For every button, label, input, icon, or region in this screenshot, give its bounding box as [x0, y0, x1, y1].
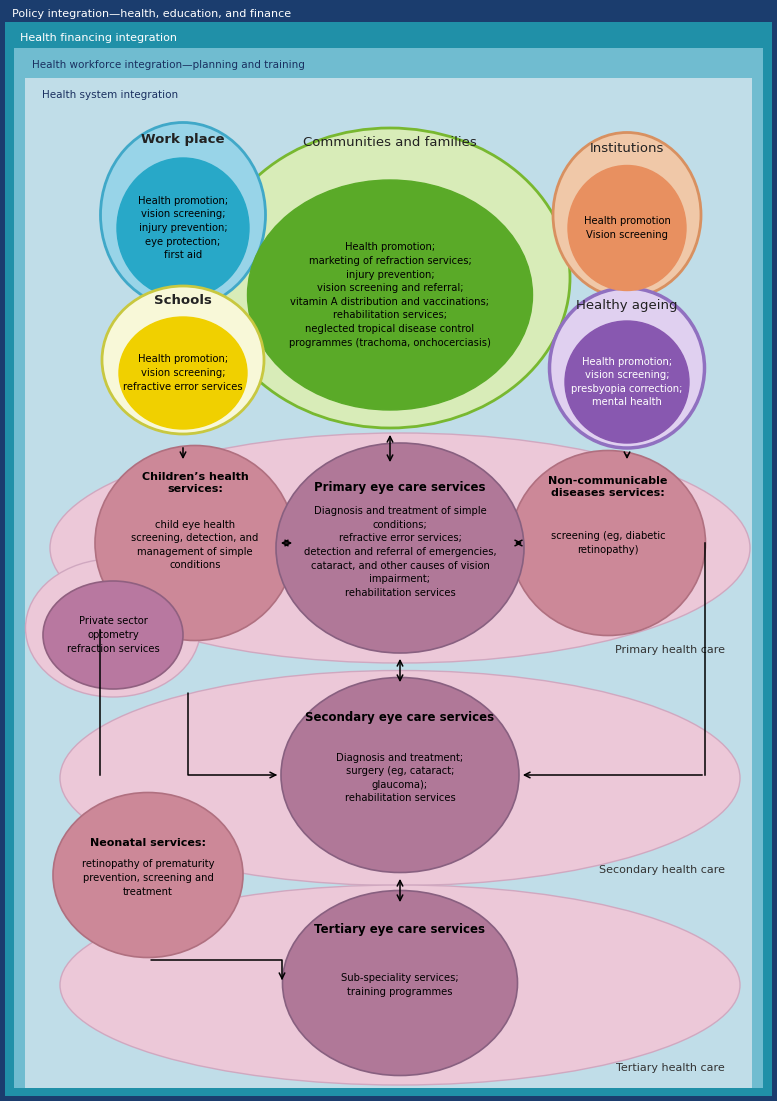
Text: Secondary eye care services: Secondary eye care services — [305, 711, 495, 724]
Text: Tertiary health care: Tertiary health care — [616, 1062, 725, 1073]
Ellipse shape — [60, 671, 740, 885]
Text: Healthy ageing: Healthy ageing — [577, 298, 678, 312]
Ellipse shape — [26, 559, 200, 697]
Ellipse shape — [117, 159, 249, 298]
Text: Private sector
optometry
refraction services: Private sector optometry refraction serv… — [67, 617, 159, 654]
Text: Communities and families: Communities and families — [303, 137, 477, 150]
Text: Primary health care: Primary health care — [615, 645, 725, 655]
Ellipse shape — [510, 450, 706, 635]
Ellipse shape — [95, 446, 295, 641]
Ellipse shape — [553, 132, 701, 297]
Text: Diagnosis and treatment of simple
conditions;
refractive error services;
detecti: Diagnosis and treatment of simple condit… — [304, 506, 497, 598]
Ellipse shape — [549, 288, 705, 448]
Ellipse shape — [210, 128, 570, 428]
Ellipse shape — [50, 433, 750, 663]
Text: Children’s health
services:: Children’s health services: — [141, 472, 249, 494]
FancyBboxPatch shape — [14, 48, 763, 1088]
Ellipse shape — [43, 581, 183, 689]
FancyBboxPatch shape — [25, 78, 752, 1088]
Ellipse shape — [53, 793, 243, 958]
Ellipse shape — [276, 443, 524, 653]
Text: Primary eye care services: Primary eye care services — [314, 480, 486, 493]
Ellipse shape — [60, 885, 740, 1084]
Ellipse shape — [102, 286, 264, 434]
Text: Non-communicable
diseases services:: Non-communicable diseases services: — [549, 477, 667, 498]
Text: Health promotion;
vision screening;
refractive error services: Health promotion; vision screening; refr… — [124, 355, 242, 392]
Text: Health promotion;
marketing of refraction services;
injury prevention;
vision sc: Health promotion; marketing of refractio… — [289, 242, 491, 348]
Ellipse shape — [248, 179, 532, 410]
Text: Tertiary eye care services: Tertiary eye care services — [315, 924, 486, 937]
Ellipse shape — [100, 122, 266, 307]
Text: Health promotion
Vision screening: Health promotion Vision screening — [584, 216, 671, 240]
Text: Health promotion;
vision screening;
injury prevention;
eye protection;
first aid: Health promotion; vision screening; inju… — [138, 196, 228, 260]
Text: Sub-speciality services;
training programmes: Sub-speciality services; training progra… — [341, 973, 458, 996]
Text: Institutions: Institutions — [590, 142, 664, 154]
Text: Neonatal services:: Neonatal services: — [90, 838, 206, 848]
Ellipse shape — [283, 891, 517, 1076]
Text: Secondary health care: Secondary health care — [599, 865, 725, 875]
FancyBboxPatch shape — [5, 22, 772, 1095]
Ellipse shape — [281, 677, 519, 872]
Text: retinopathy of prematurity
prevention, screening and
treatment: retinopathy of prematurity prevention, s… — [82, 860, 214, 896]
Text: Work place: Work place — [141, 133, 225, 146]
Text: Diagnosis and treatment;
surgery (eg, cataract;
glaucoma);
rehabilitation servic: Diagnosis and treatment; surgery (eg, ca… — [336, 753, 464, 804]
Ellipse shape — [119, 317, 247, 429]
Text: Health promotion;
vision screening;
presbyopia correction;
mental health: Health promotion; vision screening; pres… — [571, 357, 683, 407]
Text: Health system integration: Health system integration — [42, 90, 178, 100]
Ellipse shape — [565, 321, 689, 443]
Text: Schools: Schools — [154, 294, 212, 306]
Text: child eye health
screening, detection, and
management of simple
conditions: child eye health screening, detection, a… — [131, 520, 259, 570]
Text: Health workforce integration—planning and training: Health workforce integration—planning an… — [32, 59, 305, 70]
Text: Policy integration—health, education, and finance: Policy integration—health, education, an… — [12, 9, 291, 19]
Text: screening (eg, diabetic
retinopathy): screening (eg, diabetic retinopathy) — [551, 531, 665, 555]
Text: Health financing integration: Health financing integration — [20, 33, 177, 43]
Ellipse shape — [568, 165, 686, 291]
